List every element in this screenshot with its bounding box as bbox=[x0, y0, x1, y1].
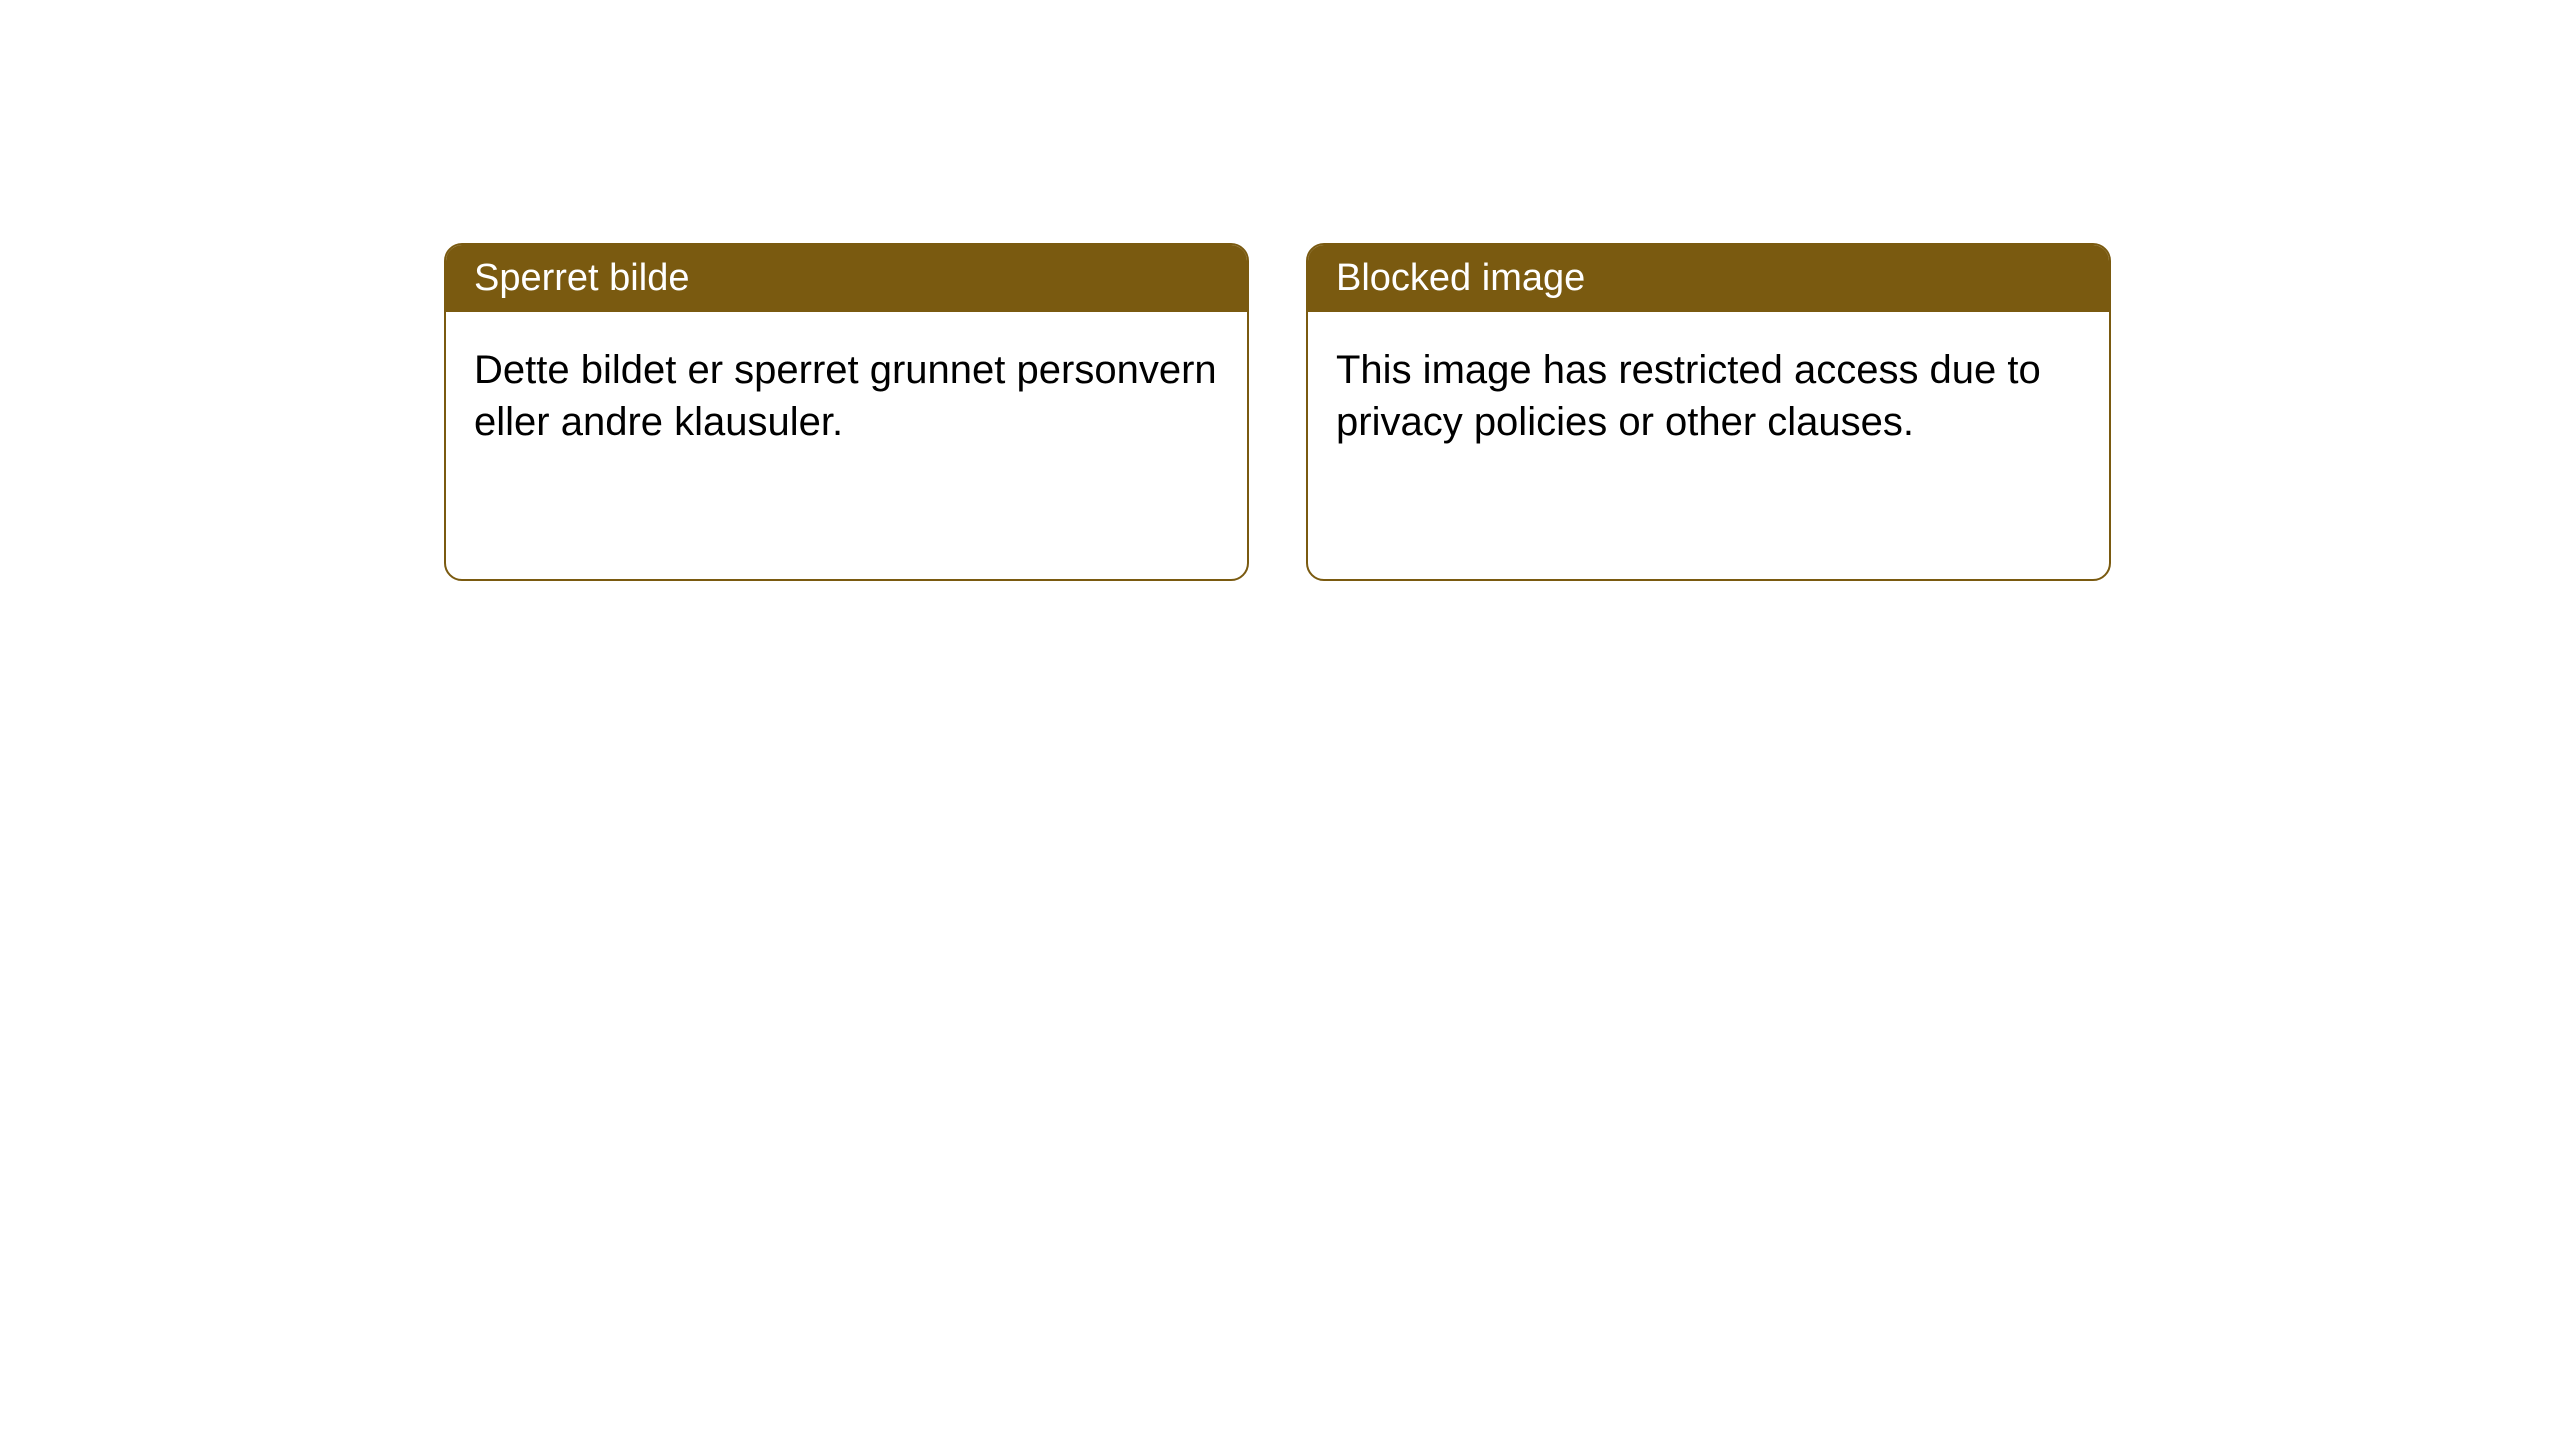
card-body-no: Dette bildet er sperret grunnet personve… bbox=[446, 312, 1247, 480]
card-title-no: Sperret bilde bbox=[474, 257, 689, 299]
card-header-no: Sperret bilde bbox=[446, 245, 1247, 312]
blocked-image-card-en: Blocked image This image has restricted … bbox=[1306, 243, 2111, 581]
card-title-en: Blocked image bbox=[1336, 257, 1585, 299]
card-header-en: Blocked image bbox=[1308, 245, 2109, 312]
blocked-image-card-no: Sperret bilde Dette bildet er sperret gr… bbox=[444, 243, 1249, 581]
card-body-text-en: This image has restricted access due to … bbox=[1336, 348, 2041, 444]
cards-container: Sperret bilde Dette bildet er sperret gr… bbox=[444, 243, 2111, 581]
card-body-en: This image has restricted access due to … bbox=[1308, 312, 2109, 480]
card-body-text-no: Dette bildet er sperret grunnet personve… bbox=[474, 348, 1217, 444]
